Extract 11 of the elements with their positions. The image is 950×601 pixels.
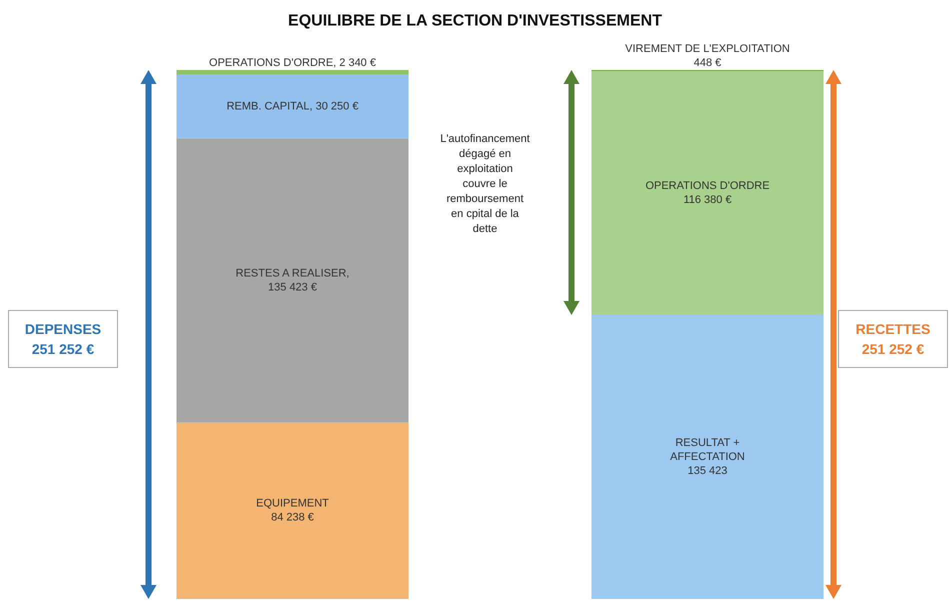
chart-title: EQUILIBRE DE LA SECTION D'INVESTISSEMENT [288, 12, 662, 30]
data-label: REMB. CAPITAL, 30 250 € [226, 100, 358, 113]
data-label: OPERATIONS D'ORDRE 116 380 € [645, 180, 770, 206]
annotation: RECETTES 251 252 € [838, 310, 948, 368]
data-label: RESTES A REALISER, 135 423 € [236, 267, 350, 294]
annotation: L'autofinancement dégagé en exploitation couvre le remboursement en cpital de la dette [439, 132, 531, 237]
data-label: EQUIPEMENT 84 238 € [256, 498, 330, 524]
data-label: OPERATIONS D'ORDRE, 2 340 € [209, 57, 376, 69]
data-label: VIREMENT DE L'EXPLOITATION 448 € [625, 43, 790, 69]
data-label: RESULTAT + AFFECTATION 135 423 [670, 437, 745, 477]
annotation: DEPENSES 251 252 € [8, 310, 118, 368]
